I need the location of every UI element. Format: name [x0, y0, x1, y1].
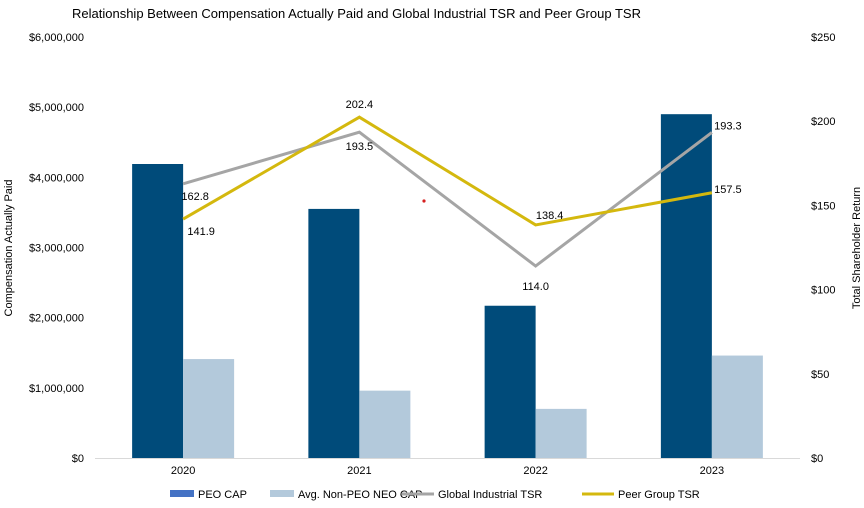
chart-title: Relationship Between Compensation Actual…	[72, 6, 641, 21]
legend-label: Avg. Non-PEO NEO CAP	[298, 489, 423, 501]
bar-peo-cap-2023	[660, 114, 712, 458]
legend-swatch	[170, 490, 194, 497]
data-label: 114.0	[522, 281, 549, 293]
legend-label: Peer Group TSR	[618, 489, 700, 501]
bar-peo-cap-2020	[132, 164, 184, 459]
legend-item: Peer Group TSR	[582, 489, 700, 501]
right-axis-label: Total Shareholder Return	[851, 187, 863, 309]
legend-item: PEO CAP	[170, 489, 247, 501]
left-tick-label: $3,000,000	[29, 243, 84, 255]
right-tick-label: $150	[811, 200, 835, 212]
data-label: 141.9	[187, 226, 215, 238]
left-axis-label: Compensation Actually Paid	[3, 180, 15, 317]
data-label: 138.4	[536, 210, 564, 222]
bar-avg-non-peo-neo-cap-2022	[535, 408, 587, 458]
right-tick-label: $250	[811, 32, 835, 44]
line-global-industrial-tsr	[182, 130, 713, 268]
left-tick-label: $5,000,000	[29, 102, 84, 114]
legend-item: Global Industrial TSR	[402, 489, 542, 501]
data-label: 202.4	[346, 99, 374, 111]
bar-peo-cap-2021	[308, 208, 360, 458]
left-tick-label: $2,000,000	[29, 313, 84, 325]
line-peer-group-tsr	[182, 115, 713, 227]
data-label: 157.5	[714, 184, 742, 196]
left-tick-label: $4,000,000	[29, 172, 84, 184]
x-tick-label: 2021	[347, 465, 371, 477]
data-label: 193.3	[714, 120, 742, 132]
legend-item: Avg. Non-PEO NEO CAP	[270, 489, 423, 501]
left-tick-label: $0	[72, 453, 84, 465]
legend-label: Global Industrial TSR	[438, 489, 542, 501]
x-tick-label: 2022	[523, 465, 547, 477]
data-label: 193.5	[346, 141, 374, 153]
x-tick-label: 2020	[171, 465, 195, 477]
bar-avg-non-peo-neo-cap-2020	[183, 359, 235, 458]
right-tick-label: $200	[811, 116, 835, 128]
right-tick-label: $50	[811, 369, 829, 381]
stray-dot	[422, 199, 426, 203]
bar-avg-non-peo-neo-cap-2023	[711, 355, 763, 458]
legend-swatch	[270, 490, 294, 497]
bar-peo-cap-2022	[484, 305, 536, 458]
bar-avg-non-peo-neo-cap-2021	[359, 390, 411, 458]
x-tick-label: 2023	[700, 465, 724, 477]
left-tick-label: $1,000,000	[29, 383, 84, 395]
data-label: 162.8	[181, 191, 209, 203]
legend-label: PEO CAP	[198, 489, 247, 501]
right-tick-label: $0	[811, 453, 823, 465]
left-tick-label: $6,000,000	[29, 32, 84, 44]
right-tick-label: $100	[811, 285, 835, 297]
